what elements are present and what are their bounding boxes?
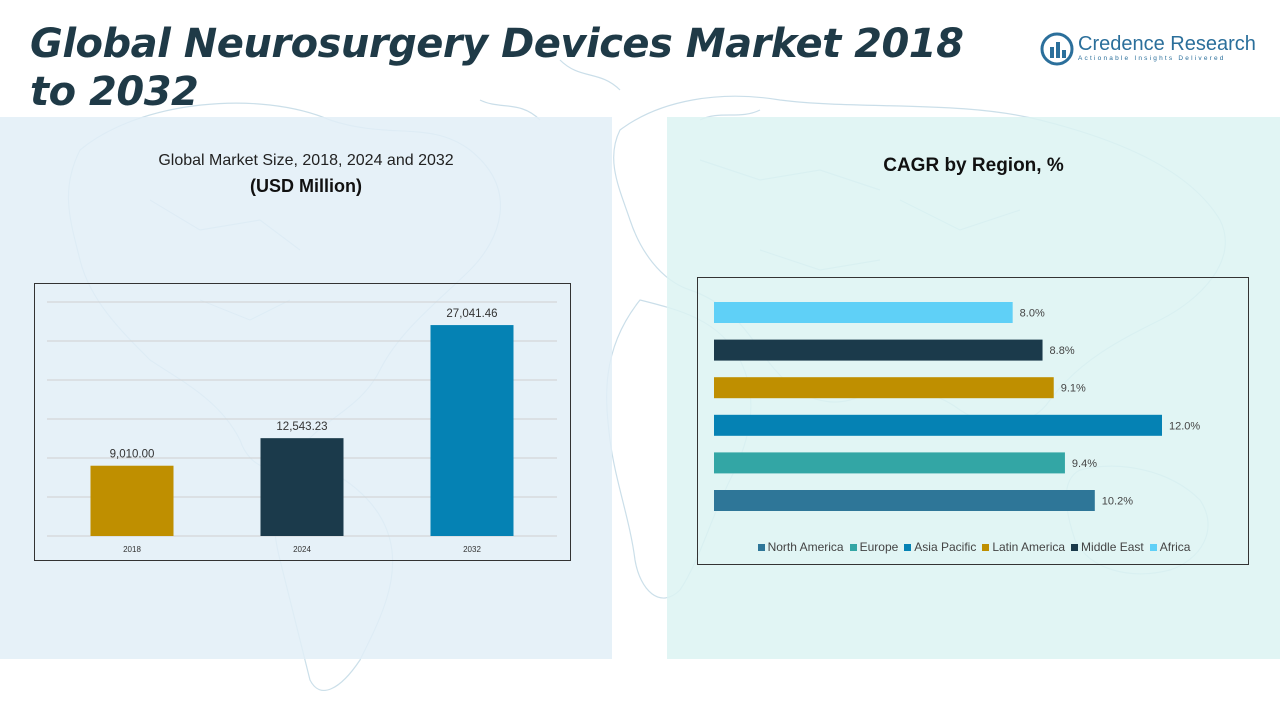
legend-label: Europe — [859, 540, 899, 554]
legend-label: Africa — [1159, 540, 1191, 554]
hbar-value-label: 10.2% — [1102, 496, 1133, 508]
legend-item: Europe — [849, 540, 899, 554]
x-tick-label: 2032 — [463, 545, 481, 554]
cagr-plot: 8.0% 8.8% 9.1% 12.0% 9.4% 10.2% — [714, 302, 1200, 511]
cagr-legend: North America Europe Asia Pacific Latin Ame… — [698, 540, 1250, 554]
hbar-north-america — [714, 490, 1095, 511]
bar-chart-title: Global Market Size, 2018, 2024 and 2032 — [158, 152, 454, 169]
legend-item: Asia Pacific — [904, 540, 976, 554]
legend-item: Latin America — [982, 540, 1065, 554]
legend-swatch — [1071, 544, 1079, 552]
credence-logo-icon — [1040, 32, 1074, 66]
hbar-value-label: 9.1% — [1061, 383, 1086, 395]
hbar-europe — [714, 452, 1065, 474]
hbar-value-label: 8.8% — [1050, 345, 1075, 357]
page-title: Global Neurosurgery Devices Market 2018 … — [30, 21, 964, 115]
hbar-africa — [714, 302, 1013, 323]
hbar-value-label: 8.0% — [1020, 308, 1045, 320]
bar-value-label: 9,010.00 — [110, 449, 155, 461]
hbar-middle-east — [714, 339, 1043, 361]
legend-label: North America — [767, 540, 844, 554]
hbar-value-label: 9.4% — [1072, 458, 1097, 470]
legend-swatch — [849, 544, 857, 552]
legend-label: Asia Pacific — [914, 540, 977, 554]
legend-item: Africa — [1149, 540, 1191, 554]
legend-item: Middle East — [1071, 540, 1144, 554]
x-tick-label: 2024 — [293, 545, 311, 554]
legend-item: North America — [757, 540, 844, 554]
bar-2024 — [260, 438, 344, 536]
cagr-chart: 8.0% 8.8% 9.1% 12.0% 9.4% 10.2% North America… — [697, 277, 1249, 565]
bar-2032 — [430, 325, 514, 536]
hbar-asia-pacific — [714, 414, 1162, 436]
legend-swatch — [1149, 544, 1157, 552]
bar-chart-subtitle: (USD Million) — [250, 176, 362, 196]
bar-value-label: 27,041.46 — [446, 308, 497, 320]
market-size-chart: 9,010.00 2018 12,543.23 2024 27,041.46 2032 — [34, 283, 571, 561]
logo-tagline: Actionable Insights Delivered — [1078, 55, 1226, 62]
bar-value-label: 12,543.23 — [276, 421, 327, 433]
credence-logo: Credence Research Actionable Insights De… — [1040, 30, 1260, 70]
legend-swatch — [757, 544, 765, 552]
market-size-plot: 9,010.00 2018 12,543.23 2024 27,041.46 2032 — [47, 301, 557, 554]
legend-swatch — [982, 544, 990, 552]
legend-label: Latin America — [992, 540, 1066, 554]
hbar-value-label: 12.0% — [1169, 420, 1200, 432]
legend-label: Middle East — [1081, 540, 1144, 554]
bar-2018 — [90, 465, 174, 536]
x-tick-label: 2018 — [123, 545, 141, 554]
logo-name: Credence Research — [1078, 33, 1256, 55]
cagr-chart-title: CAGR by Region, % — [883, 155, 1064, 176]
legend-swatch — [904, 544, 912, 552]
hbar-latin-america — [714, 377, 1054, 399]
